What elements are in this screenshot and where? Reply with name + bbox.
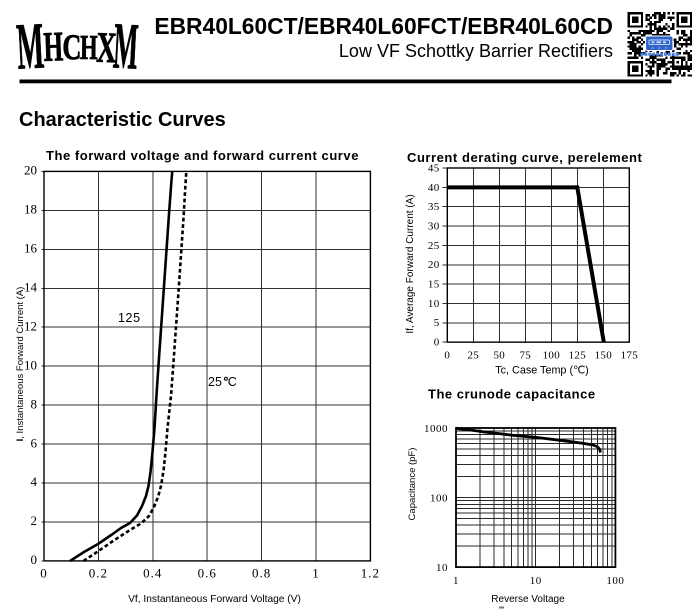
svg-text:10: 10 (530, 575, 542, 587)
svg-text:100: 100 (606, 575, 624, 587)
svg-text:M: M (15, 9, 46, 83)
svg-text:10: 10 (24, 357, 37, 372)
svg-text:25: 25 (467, 350, 479, 362)
svg-text:Tc, Case Temp (℃): Tc, Case Temp (℃) (495, 365, 589, 377)
svg-text:Characteristic Curves: Characteristic Curves (19, 109, 226, 131)
svg-text:1000: 1000 (424, 423, 448, 435)
svg-text:125: 125 (118, 311, 141, 325)
svg-text:X: X (96, 24, 118, 73)
svg-text:Capacitance (pF): Capacitance (pF) (407, 448, 418, 521)
svg-text:100: 100 (430, 492, 448, 504)
svg-text:14: 14 (24, 279, 38, 294)
svg-text:30: 30 (428, 220, 440, 232)
svg-text:2: 2 (31, 513, 38, 528)
svg-text:Current derating curve, perele: Current derating curve, perelement (407, 150, 643, 165)
svg-text:35: 35 (428, 201, 440, 213)
svg-text:16: 16 (24, 241, 38, 256)
svg-text:H: H (43, 24, 64, 71)
svg-text:6: 6 (31, 435, 38, 450)
svg-text:10: 10 (436, 562, 448, 574)
svg-text:0.6: 0.6 (198, 566, 217, 581)
svg-text:45: 45 (428, 162, 440, 174)
svg-text:EBR40L60CT/EBR40L60FCT/EBR40L6: EBR40L60CT/EBR40L60FCT/EBR40L60CD (154, 13, 613, 39)
svg-text:18: 18 (24, 202, 37, 217)
svg-text:0: 0 (31, 552, 38, 567)
svg-text:20: 20 (24, 163, 37, 178)
svg-text:0: 0 (434, 337, 440, 349)
svg-text:1: 1 (453, 575, 459, 587)
svg-text:12: 12 (24, 318, 37, 333)
svg-text:0.4: 0.4 (143, 566, 162, 581)
svg-text:H: H (80, 28, 98, 67)
svg-text:Reverse Voltage: Reverse Voltage (491, 594, 565, 605)
svg-text:0.2: 0.2 (89, 566, 108, 581)
svg-text:C: C (228, 375, 237, 389)
svg-text:15: 15 (428, 279, 440, 291)
svg-text:40: 40 (428, 182, 440, 194)
svg-text:25: 25 (208, 375, 222, 389)
svg-text:175: 175 (621, 350, 639, 362)
svg-text:0.8: 0.8 (252, 566, 271, 581)
svg-text:Low VF Schottky Barrier Rectif: Low VF Schottky Barrier Rectifiers (339, 41, 613, 61)
svg-text:0: 0 (444, 350, 450, 362)
svg-text:Vf, Instantaneous Forward Volt: Vf, Instantaneous Forward Voltage (V) (128, 594, 301, 605)
svg-text:25: 25 (428, 240, 440, 252)
svg-text:5: 5 (434, 317, 440, 329)
svg-text:10: 10 (428, 298, 440, 310)
svg-text:75: 75 (519, 350, 531, 362)
svg-text:M: M (112, 9, 140, 83)
svg-text:If, Average Forward Current (A: If, Average Forward Current (A) (405, 194, 416, 333)
svg-text:100: 100 (543, 350, 561, 362)
svg-text:125: 125 (569, 350, 587, 362)
svg-text:The forward voltage and forwar: The forward voltage and forward current … (46, 148, 359, 163)
svg-text:The crunode capacitance: The crunode capacitance (428, 387, 596, 402)
svg-text:150: 150 (595, 350, 613, 362)
svg-text:1.2: 1.2 (361, 566, 380, 581)
svg-text:4: 4 (31, 474, 38, 489)
svg-text:20: 20 (428, 259, 440, 271)
svg-text:1: 1 (312, 566, 320, 581)
svg-text:50: 50 (493, 350, 505, 362)
svg-text:I, Instantaneous Forward Curre: I, Instantaneous Forward Current (A) (15, 287, 26, 442)
svg-text:0: 0 (40, 566, 48, 581)
svg-text:C: C (62, 27, 81, 67)
svg-text:8: 8 (31, 396, 38, 411)
